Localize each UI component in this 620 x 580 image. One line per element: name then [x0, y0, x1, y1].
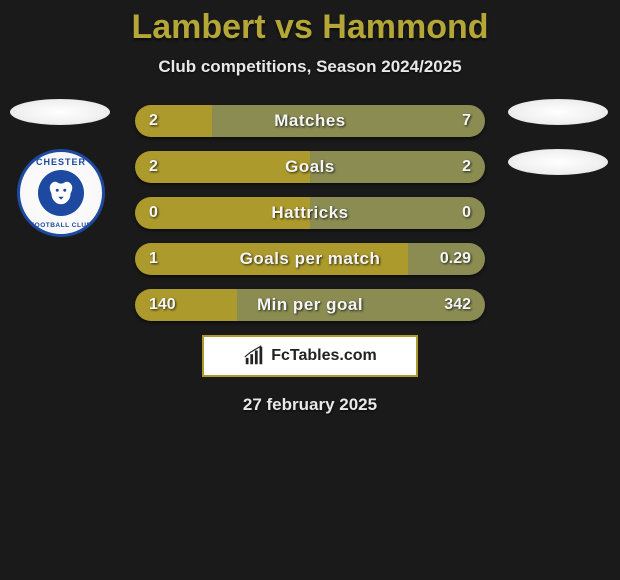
page-subtitle: Club competitions, Season 2024/2025 — [0, 57, 620, 77]
player-placeholder-right-1 — [508, 99, 608, 125]
club-badge-left: CHESTER FOOTBALL CLUB — [17, 149, 105, 237]
club-sub-left: FOOTBALL CLUB — [20, 222, 102, 229]
page-title: Lambert vs Hammond — [0, 8, 620, 47]
stat-label: Min per goal — [135, 289, 485, 321]
brand-box: FcTables.com — [202, 335, 418, 377]
player-placeholder-right-2 — [508, 149, 608, 175]
stat-bar: 22Goals — [135, 151, 485, 183]
player-placeholder-left — [10, 99, 110, 125]
stat-bar: 27Matches — [135, 105, 485, 137]
comparison-card: Lambert vs Hammond Club competitions, Se… — [0, 0, 620, 415]
stat-bar: 00Hattricks — [135, 197, 485, 229]
date-label: 27 february 2025 — [0, 395, 620, 415]
brand-label: FcTables.com — [271, 347, 377, 365]
stat-bars: 27Matches 22Goals 00Hattricks 10.29Goals pe… — [135, 105, 485, 321]
left-player-column: CHESTER FOOTBALL CLUB — [10, 99, 112, 237]
content-area: CHESTER FOOTBALL CLUB 27Matches 22Goals 00… — [0, 105, 620, 415]
club-badge-inner-left — [38, 170, 84, 216]
stat-label: Goals per match — [135, 243, 485, 275]
stat-bar: 10.29Goals per match — [135, 243, 485, 275]
wolf-icon — [46, 178, 76, 208]
stat-label: Hattricks — [135, 197, 485, 229]
stat-label: Matches — [135, 105, 485, 137]
chart-icon — [243, 345, 265, 367]
stat-label: Goals — [135, 151, 485, 183]
stat-bar: 140342Min per goal — [135, 289, 485, 321]
right-player-column — [508, 99, 610, 199]
club-name-left: CHESTER — [20, 157, 102, 167]
